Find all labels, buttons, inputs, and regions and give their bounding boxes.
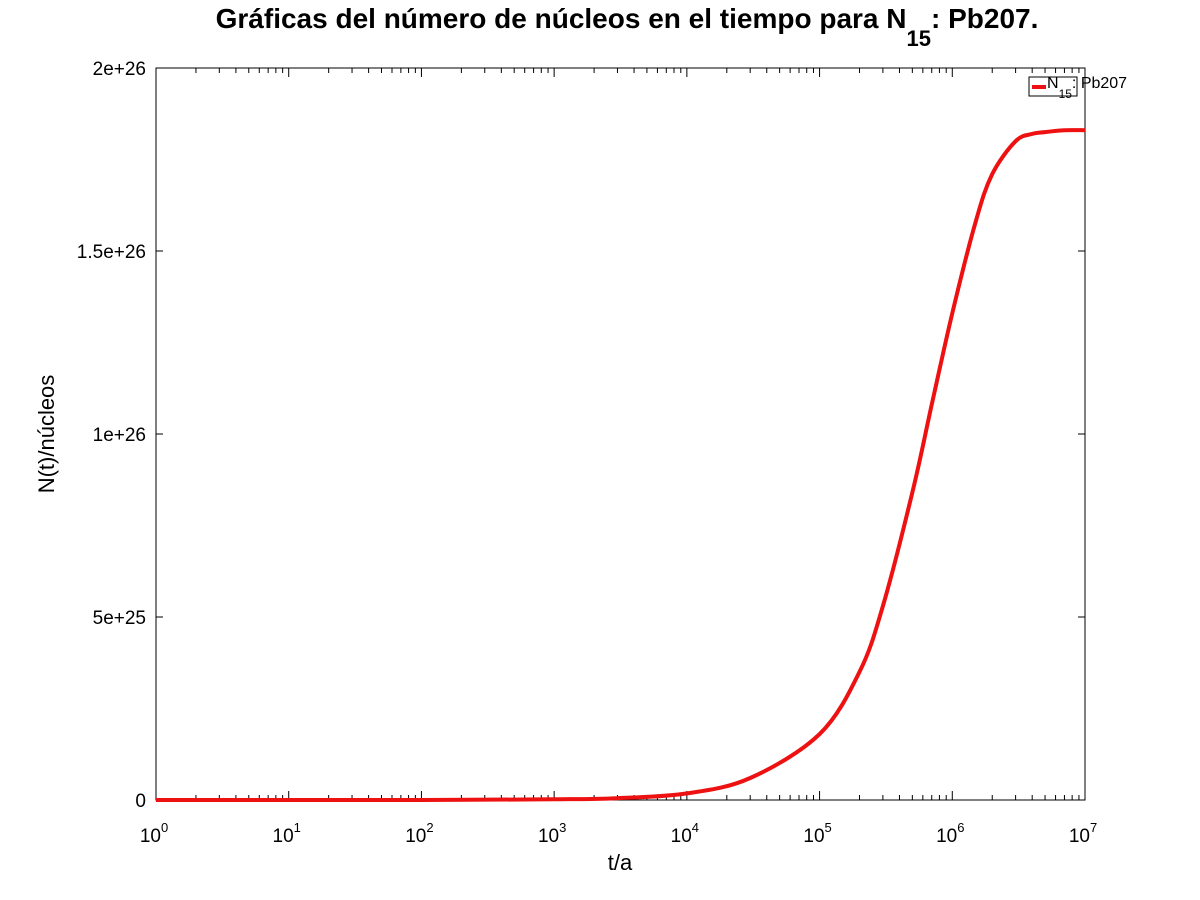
chart-title-rest: : Pb207. — [931, 3, 1038, 34]
y-tick-labels: 0 5e+25 1e+26 1.5e+26 2e+26 — [77, 59, 146, 812]
x-tick-label-exponent: 4 — [692, 820, 699, 835]
y-axis-label: N(t)/núcleos — [34, 375, 59, 494]
y-tick-label: 1.5e+26 — [77, 242, 146, 263]
y-tick-label: 1e+26 — [93, 425, 146, 446]
x-tick-label-base: 10 — [936, 826, 957, 847]
legend-label-main: N — [1047, 75, 1059, 92]
legend: N15: Pb207 — [1028, 75, 1127, 101]
legend-box — [1028, 76, 1078, 97]
x-tick-label-exponent: 6 — [957, 820, 964, 835]
x-axis-label: t/a — [608, 850, 633, 875]
y-tick-label: 5e+25 — [93, 608, 146, 629]
x-tick-label-base: 10 — [538, 826, 559, 847]
x-tick-label-base: 10 — [140, 826, 161, 847]
x-tick-label-base: 10 — [405, 826, 426, 847]
x-tick-label: 101 — [273, 820, 301, 847]
legend-label-subscript: 15 — [1059, 87, 1073, 101]
x-tick-label-exponent: 5 — [825, 820, 832, 835]
x-tick-label-exponent: 7 — [1090, 820, 1097, 835]
chart-title: Gráficas del número de núcleos en el tie… — [216, 3, 1039, 51]
x-tick-label-exponent: 1 — [294, 820, 301, 835]
x-tick-label: 104 — [671, 820, 699, 847]
x-tick-label: 102 — [405, 820, 433, 847]
x-tick-label: 107 — [1069, 820, 1097, 847]
chart-title-main: Gráficas del número de núcleos en el tie… — [216, 3, 907, 34]
x-tick-label-exponent: 2 — [426, 820, 433, 835]
series-line — [156, 128, 1086, 803]
x-tick-label-base: 10 — [671, 826, 692, 847]
legend-label: N15: Pb207 — [1047, 75, 1127, 101]
x-tick-label-exponent: 3 — [559, 820, 566, 835]
series-layer — [156, 128, 1086, 803]
x-tick-label-base: 10 — [1069, 826, 1090, 847]
chart-title-subscript: 15 — [907, 26, 931, 51]
x-tick-label: 105 — [803, 820, 831, 847]
x-tick-label-base: 10 — [803, 826, 824, 847]
y-tick-label: 2e+26 — [93, 59, 146, 80]
x-tick-label: 103 — [538, 820, 566, 847]
x-tick-label: 100 — [140, 820, 168, 847]
x-tick-label-base: 10 — [273, 826, 294, 847]
legend-label-rest: : Pb207 — [1072, 75, 1127, 92]
x-tick-label-exponent: 0 — [161, 820, 168, 835]
plot-area — [155, 67, 1086, 801]
x-tick-label: 106 — [936, 820, 964, 847]
y-tick-label: 0 — [135, 791, 146, 812]
x-tick-labels: 100 101 102 103 104 105 106 107 — [140, 820, 1097, 847]
